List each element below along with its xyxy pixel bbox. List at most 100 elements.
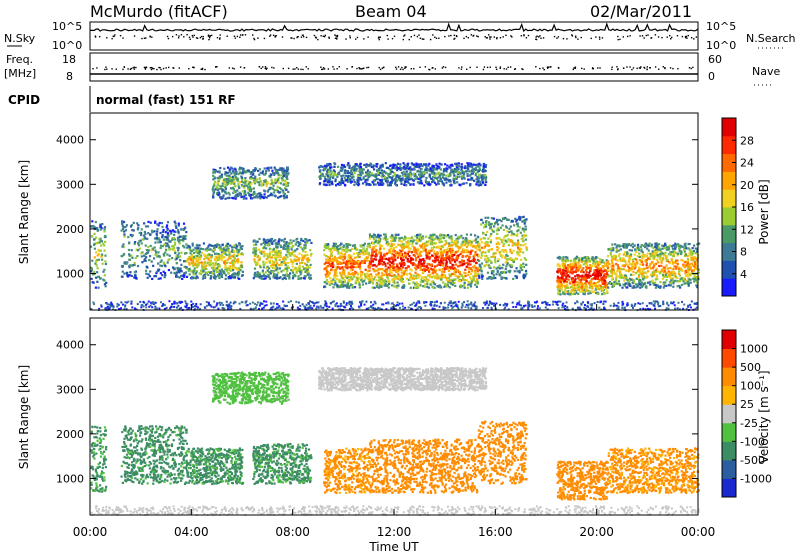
power-cell bbox=[449, 254, 452, 257]
power-cell bbox=[335, 246, 339, 249]
noise-search-point bbox=[423, 38, 425, 40]
power-cell bbox=[355, 256, 358, 259]
power-cell bbox=[282, 246, 285, 249]
power-cell bbox=[357, 265, 360, 269]
power-cell bbox=[478, 245, 481, 249]
power-cell bbox=[501, 254, 504, 257]
power-cell bbox=[90, 270, 93, 273]
power-cell bbox=[335, 261, 339, 264]
power-cell bbox=[198, 249, 201, 252]
power-cell bbox=[586, 259, 589, 262]
power-cell bbox=[373, 250, 376, 253]
power-cell bbox=[193, 267, 196, 270]
power-cell bbox=[520, 248, 523, 251]
power-cell bbox=[688, 267, 691, 271]
power-cell bbox=[368, 278, 372, 281]
power-cell bbox=[615, 282, 618, 285]
nave-point bbox=[573, 67, 575, 69]
power-cell bbox=[682, 280, 685, 283]
power-cell bbox=[148, 258, 151, 262]
power-cell bbox=[465, 240, 468, 243]
power-cell bbox=[416, 240, 420, 243]
power-cell bbox=[196, 266, 199, 269]
power-cell bbox=[647, 270, 650, 273]
power-cell bbox=[622, 283, 625, 286]
noise-search-point bbox=[336, 34, 339, 37]
power-cell bbox=[447, 277, 450, 280]
power-cell bbox=[619, 276, 622, 279]
power-cell bbox=[389, 265, 392, 269]
nave-point bbox=[428, 68, 430, 71]
power-cell bbox=[382, 281, 386, 284]
power-cell bbox=[401, 277, 404, 281]
power-cell bbox=[373, 286, 376, 289]
power-cell bbox=[615, 274, 618, 277]
power-cell bbox=[363, 253, 366, 256]
power-cell bbox=[490, 239, 493, 242]
power-cell bbox=[177, 230, 180, 233]
nave-point bbox=[611, 66, 613, 68]
power-cell bbox=[223, 251, 226, 254]
power-cell bbox=[415, 281, 418, 284]
power-cell bbox=[156, 223, 159, 226]
power-cell bbox=[434, 265, 437, 268]
power-cell bbox=[225, 244, 228, 247]
power-cell bbox=[647, 281, 650, 284]
power-cell bbox=[208, 243, 211, 246]
power-cell bbox=[278, 258, 281, 262]
power-cell bbox=[414, 286, 417, 289]
power-cell bbox=[615, 248, 619, 251]
power-cell bbox=[141, 261, 144, 264]
power-cell bbox=[180, 270, 183, 273]
power-cell bbox=[470, 242, 473, 245]
noise-search-point bbox=[300, 36, 303, 38]
power-cell bbox=[309, 263, 312, 267]
power-cell bbox=[687, 269, 690, 272]
power-cell bbox=[254, 271, 257, 274]
power-cell bbox=[278, 255, 281, 259]
noise-search-point bbox=[317, 38, 319, 41]
nave-point bbox=[273, 67, 275, 69]
power-cell bbox=[644, 267, 647, 270]
noise-search-point bbox=[226, 35, 228, 37]
power-cell bbox=[350, 247, 354, 251]
power-cell bbox=[385, 257, 388, 261]
noise-search-point bbox=[119, 34, 122, 37]
power-cell bbox=[603, 286, 606, 289]
power-cell bbox=[235, 267, 239, 270]
power-cell bbox=[392, 243, 396, 246]
power-cell bbox=[180, 274, 184, 277]
power-cell bbox=[495, 273, 498, 276]
power-cell bbox=[91, 259, 94, 262]
power-cell bbox=[178, 235, 182, 238]
nave-point bbox=[153, 67, 155, 70]
power-cell bbox=[409, 276, 412, 280]
power-cell bbox=[333, 248, 336, 252]
power-cell bbox=[278, 263, 281, 267]
power-cell bbox=[415, 277, 418, 280]
power-cell bbox=[486, 271, 490, 274]
power-cell bbox=[476, 245, 479, 248]
power-cell bbox=[138, 240, 141, 243]
power-cell bbox=[428, 269, 431, 272]
power-cell bbox=[301, 265, 304, 268]
noise-search-point bbox=[195, 37, 198, 39]
power-cell bbox=[614, 278, 618, 281]
power-cell bbox=[274, 258, 278, 262]
power-cell bbox=[657, 285, 660, 289]
power-cell bbox=[658, 246, 661, 249]
power-cell bbox=[588, 260, 591, 263]
power-cell bbox=[91, 220, 94, 223]
power-cell bbox=[304, 241, 307, 244]
nave-point bbox=[458, 67, 460, 69]
power-cell bbox=[327, 273, 330, 277]
power-cell bbox=[91, 235, 94, 238]
power-cell bbox=[562, 291, 565, 294]
power-cell bbox=[474, 283, 477, 286]
power-cell bbox=[296, 247, 299, 251]
power-cell bbox=[674, 267, 678, 270]
power-cell bbox=[176, 266, 179, 270]
power-cell bbox=[567, 270, 570, 273]
power-cell bbox=[349, 283, 353, 287]
power-cell bbox=[231, 262, 234, 265]
